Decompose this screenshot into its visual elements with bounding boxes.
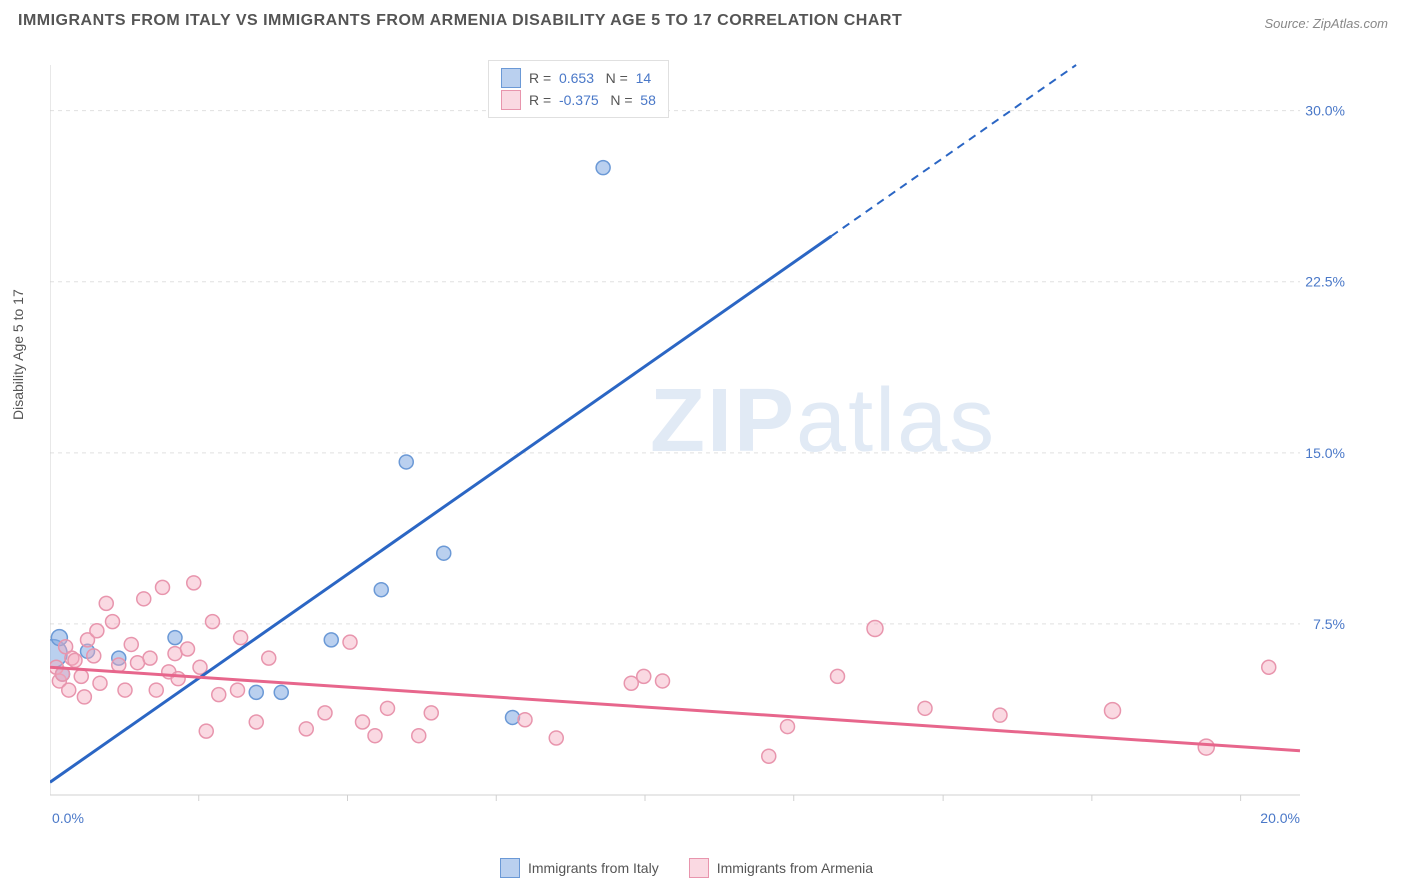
legend-label: Immigrants from Italy	[528, 860, 659, 876]
svg-text:7.5%: 7.5%	[1313, 616, 1345, 632]
legend-row: R = 0.653 N = 14	[501, 67, 656, 89]
y-axis-label: Disability Age 5 to 17	[10, 289, 26, 420]
chart-title: IMMIGRANTS FROM ITALY VS IMMIGRANTS FROM…	[18, 12, 902, 29]
correlation-legend: R = 0.653 N = 14R = -0.375 N = 58	[488, 60, 669, 118]
svg-text:20.0%: 20.0%	[1260, 810, 1300, 826]
svg-text:15.0%: 15.0%	[1305, 445, 1345, 461]
svg-text:30.0%: 30.0%	[1305, 103, 1345, 119]
legend-label: Immigrants from Armenia	[717, 860, 873, 876]
chart-header: IMMIGRANTS FROM ITALY VS IMMIGRANTS FROM…	[18, 12, 1388, 42]
legend-swatch	[500, 858, 520, 878]
legend-item: Immigrants from Armenia	[689, 858, 873, 878]
legend-stats: R = 0.653 N = 14	[529, 67, 651, 89]
chart-source: Source: ZipAtlas.com	[1264, 16, 1388, 31]
plot-area: 7.5%15.0%22.5%30.0%0.0%20.0% ZIPatlas	[50, 50, 1350, 840]
legend-swatch	[501, 68, 521, 88]
legend-swatch	[689, 858, 709, 878]
legend-swatch	[501, 90, 521, 110]
series-legend: Immigrants from Italy Immigrants from Arm…	[500, 858, 873, 878]
legend-item: Immigrants from Italy	[500, 858, 659, 878]
legend-row: R = -0.375 N = 58	[501, 89, 656, 111]
svg-text:22.5%: 22.5%	[1305, 274, 1345, 290]
svg-text:0.0%: 0.0%	[52, 810, 84, 826]
legend-stats: R = -0.375 N = 58	[529, 89, 656, 111]
scatter-svg: 7.5% 15.0% 22.5% 30.0% 0.0% 20.0%	[50, 50, 1350, 840]
